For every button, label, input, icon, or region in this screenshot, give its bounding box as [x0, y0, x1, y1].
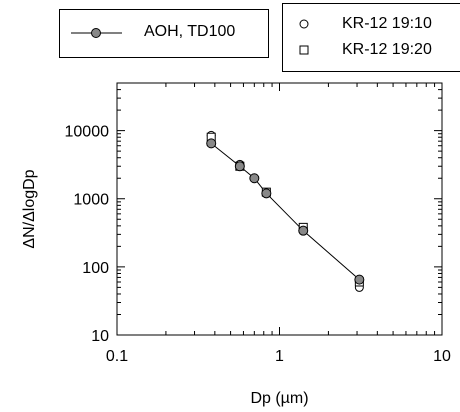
legend-keys-kr12 [299, 19, 309, 55]
x-tick-label: 1 [275, 348, 284, 365]
minor-ticks [117, 83, 442, 335]
x-tick-label: 10 [433, 348, 451, 365]
y-tick-label: 1000 [73, 192, 109, 209]
point-aoh [249, 173, 260, 184]
y-tick-label: 10 [91, 328, 109, 345]
legend-label-aoh: AOH, TD100 [144, 23, 236, 40]
tick-labels: 0.1 1 10 10 100 1000 10000 [65, 124, 452, 365]
point-aoh [261, 188, 272, 199]
x-tick-label: 0.1 [106, 348, 128, 365]
point-aoh [206, 138, 217, 149]
legend-key-aoh [71, 28, 122, 38]
y-tick-label: 100 [82, 260, 109, 277]
point-aoh [234, 161, 245, 172]
x-axis-label: Dp (µm) [250, 390, 308, 407]
major-ticks [116, 83, 443, 336]
y-axis-label: ΔN/ΔlogDp [21, 169, 38, 248]
y-tick-label: 10000 [65, 124, 110, 141]
point-aoh [354, 274, 365, 285]
legend-box-aoh: AOH, TD100 [59, 9, 269, 58]
point-aoh [298, 225, 309, 236]
plot-frame [116, 82, 443, 336]
series-aoh-line [210, 142, 360, 280]
legend-label-kr12-1920: KR-12 19:20 [342, 41, 432, 58]
legend-box-kr12: KR-12 19:10 KR-12 19:20 [282, 3, 460, 72]
legend-label-kr12-1910: KR-12 19:10 [342, 15, 432, 32]
series-layer [206, 130, 365, 292]
